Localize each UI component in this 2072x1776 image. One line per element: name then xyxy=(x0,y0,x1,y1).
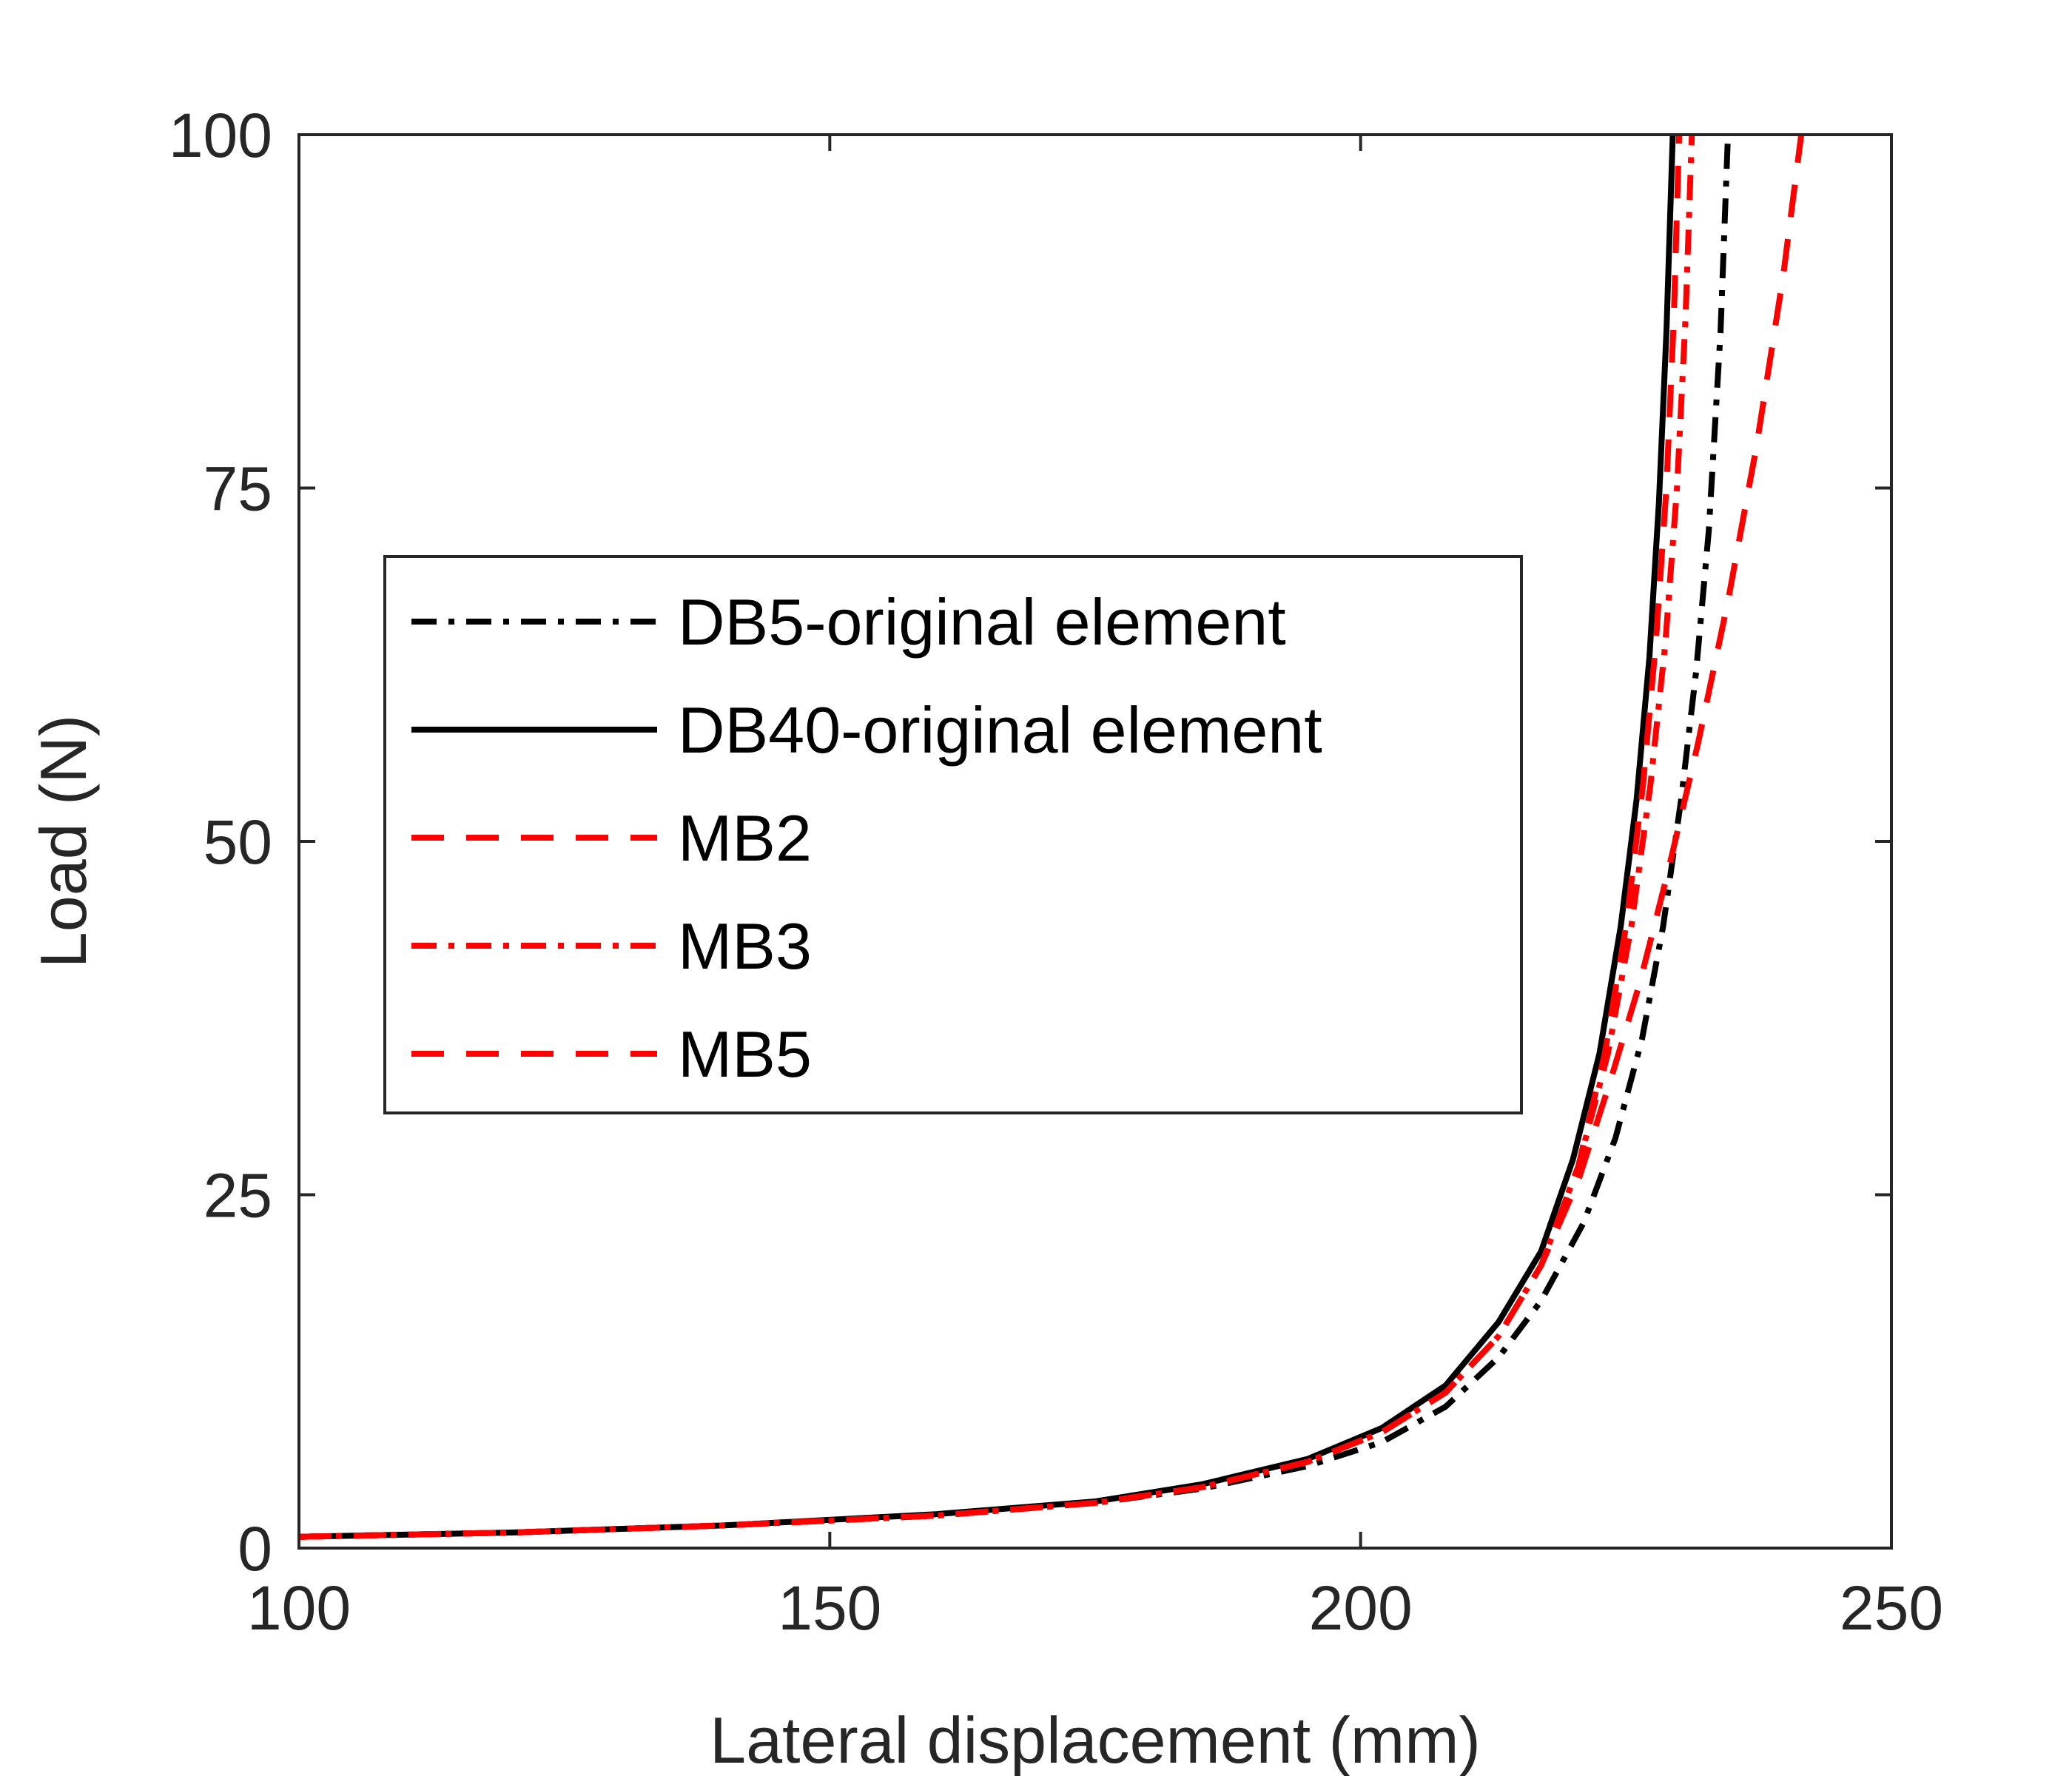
x-tick-label: 200 xyxy=(1309,1573,1413,1643)
ticks-layer: 100 150 200 250 0 25 50 75 100 xyxy=(169,101,1943,1643)
x-tick-label: 150 xyxy=(778,1573,881,1643)
x-axis-title: Lateral displacement (mm) xyxy=(710,1703,1481,1776)
series-line-mb5 xyxy=(299,135,1805,1540)
x-tick-label: 100 xyxy=(247,1573,351,1643)
legend-label: MB3 xyxy=(678,909,812,983)
axes-box xyxy=(297,133,1893,1550)
legend-label: MB2 xyxy=(678,801,812,875)
y-tick-label: 0 xyxy=(238,1514,272,1584)
y-tick-label: 75 xyxy=(204,454,272,524)
y-tick-label: 50 xyxy=(204,807,272,877)
y-axis-title: Load (N) xyxy=(27,715,100,968)
legend-box xyxy=(383,555,1523,1114)
legend: DB5-original element DB40-original elemen… xyxy=(383,555,1523,1114)
series-line-db40-original-element xyxy=(299,135,1676,1540)
x-tick-label: 250 xyxy=(1840,1573,1943,1643)
legend-label: DB40-original element xyxy=(678,693,1322,767)
series-line-mb3 xyxy=(299,135,1695,1540)
series-layer xyxy=(299,135,1805,1540)
legend-label: MB5 xyxy=(678,1018,812,1091)
legend-label: DB5-original element xyxy=(678,585,1286,659)
y-tick-label: 100 xyxy=(169,101,272,170)
y-tick-label: 25 xyxy=(204,1161,272,1231)
